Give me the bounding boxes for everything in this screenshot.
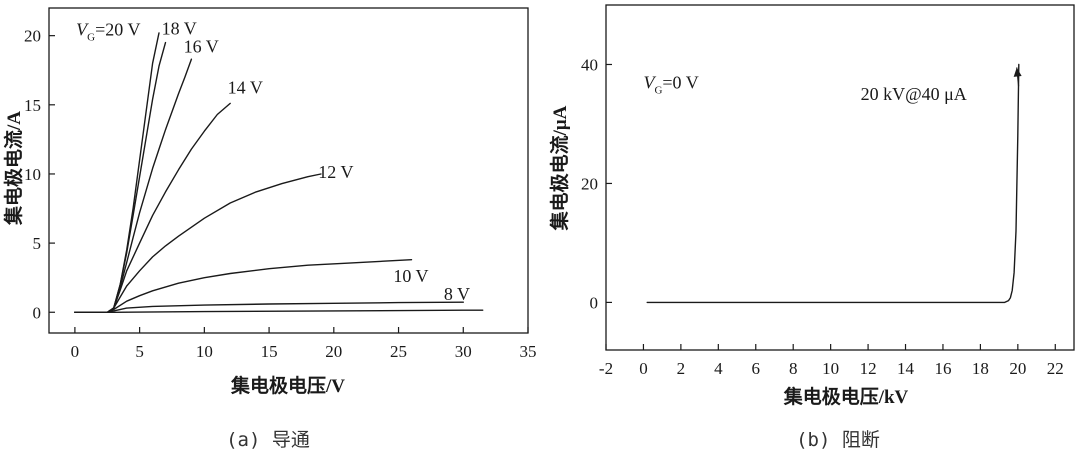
x-tick-label: -2	[599, 359, 613, 378]
x-tick-label: 20	[1009, 359, 1026, 378]
caption-a: (a) 导通	[226, 429, 310, 451]
x-tick-label: 25	[390, 342, 407, 361]
series-label: 10 V	[393, 266, 428, 286]
x-tick-label: 12	[860, 359, 877, 378]
series-label: 14 V	[228, 78, 263, 98]
x-tick-label: 18	[972, 359, 989, 378]
plot-frame	[605, 4, 1075, 351]
curve-group	[74, 32, 484, 313]
series-label: 12 V	[318, 162, 353, 182]
series-line	[646, 63, 1020, 304]
blocking-chart: -2 0 2 4 6 8 10 12 14 16 18 20 22 0 20 40 VG=0 V 20 kV@4…	[548, 4, 1075, 451]
annotation-group: VG=0 V 20 kV@40 μA	[643, 67, 1022, 104]
x-tick-label: 10	[196, 342, 213, 361]
x-tick-label: 8	[789, 359, 798, 378]
y-tick-label: 20	[24, 27, 41, 46]
series-line	[74, 58, 193, 313]
x-tick-label: 15	[261, 342, 278, 361]
x-tick-label: 5	[135, 342, 144, 361]
series-line	[74, 41, 167, 313]
x-tick-label: 0	[71, 342, 80, 361]
series-line	[74, 173, 322, 313]
x-tick-label: 2	[677, 359, 686, 378]
x-axis-title: 集电极电压/V	[230, 374, 345, 397]
series-label: 8 V	[444, 284, 470, 304]
x-tick-label: 0	[639, 359, 648, 378]
series-label: 16 V	[184, 36, 219, 56]
series-line	[74, 32, 160, 313]
tick-group: -2 0 2 4 6 8 10 12 14 16 18 20 22 0 20 40	[581, 55, 1064, 378]
x-tick-label: 6	[752, 359, 761, 378]
y-tick-label: 10	[24, 165, 41, 184]
curve-group	[646, 63, 1020, 304]
conduction-chart: 0 5 10 15 20 25 30 35 0 5 10 15 20 VG=20 V 18 V16 V 14…	[2, 7, 537, 451]
y-axis-title: 集电极电流/A	[2, 111, 25, 226]
plot-frame	[48, 7, 529, 334]
series-label: VG=0 V	[643, 72, 698, 96]
series-line	[74, 102, 231, 313]
y-tick-label: 0	[590, 293, 599, 312]
annotation-group: VG=20 V 18 V16 V 14 V 12 V 10 V 8 V	[76, 18, 470, 304]
y-tick-label: 5	[33, 234, 42, 253]
x-tick-label: 30	[455, 342, 472, 361]
series-line	[74, 309, 484, 313]
series-label: VG=20 V	[76, 20, 140, 44]
x-tick-label: 10	[822, 359, 839, 378]
annotation-arrow-head	[1013, 67, 1022, 77]
y-tick-label: 15	[24, 96, 41, 115]
y-tick-label: 40	[581, 55, 598, 74]
x-tick-label: 4	[714, 359, 723, 378]
tick-group: 0 5 10 15 20 25 30 35 0 5 10 15 20	[24, 27, 537, 361]
series-label: 20 kV@40 μA	[861, 84, 967, 104]
x-tick-label: 35	[520, 342, 537, 361]
x-tick-label: 20	[325, 342, 342, 361]
x-tick-label: 14	[897, 359, 915, 378]
x-tick-label: 22	[1047, 359, 1064, 378]
y-tick-label: 0	[33, 303, 42, 322]
y-axis-title: 集电极电流/μA	[548, 105, 571, 231]
x-axis-title: 集电极电压/kV	[783, 385, 909, 408]
x-tick-label: 16	[934, 359, 951, 378]
series-line	[74, 259, 413, 313]
series-label: 18 V	[162, 18, 197, 38]
y-tick-label: 20	[581, 174, 598, 193]
caption-b: (b) 阻断	[796, 429, 880, 451]
